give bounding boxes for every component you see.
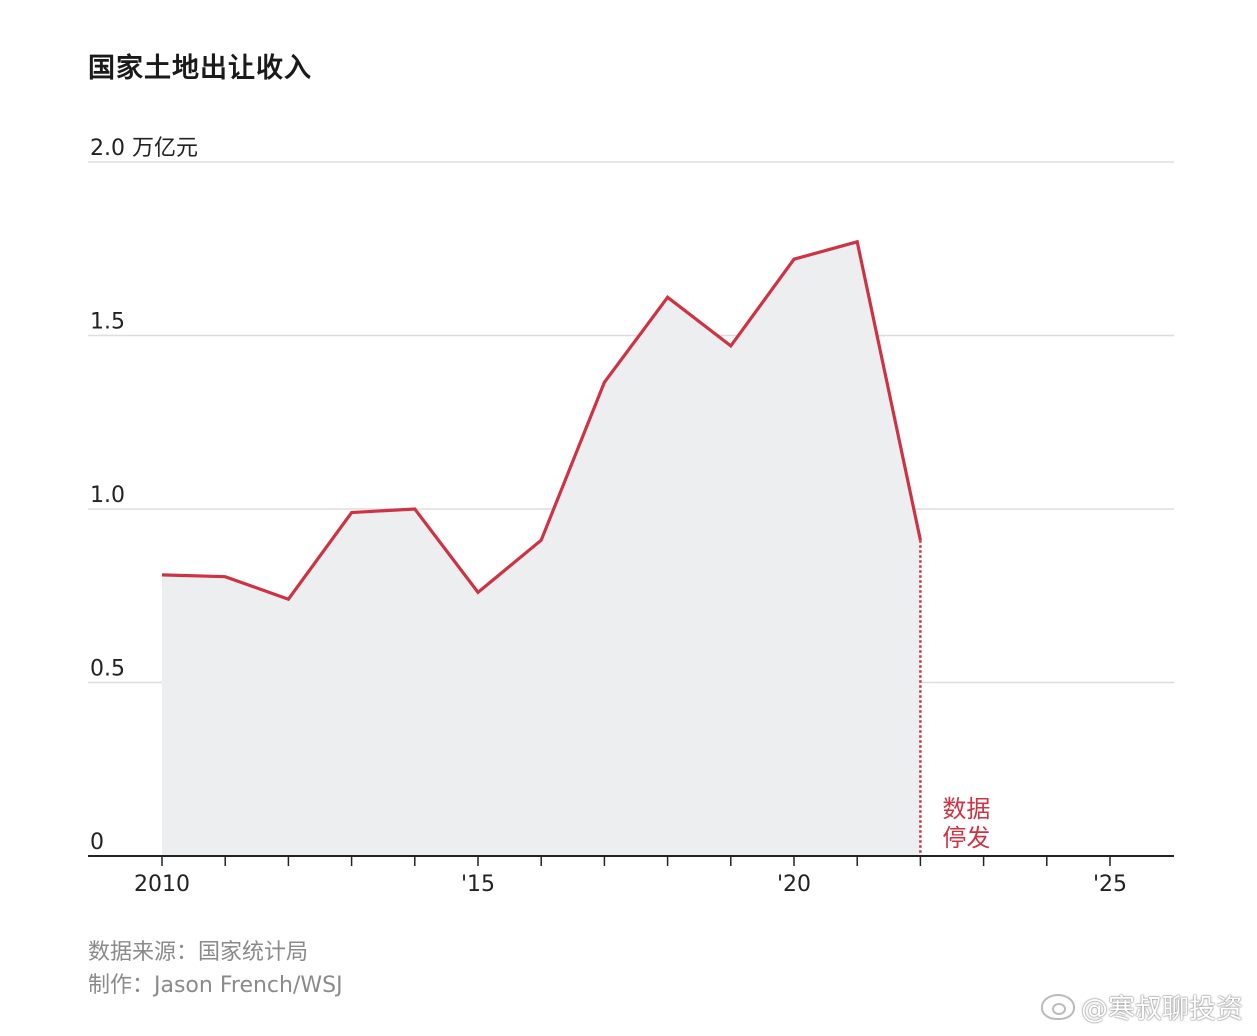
chart-title: 国家土地出让收入	[88, 53, 312, 84]
y-tick-label: 1.0	[90, 483, 125, 508]
area-fill	[162, 241, 921, 857]
watermark-text: @寒叔聊投资	[1081, 994, 1243, 1025]
x-tick-label: '15	[461, 872, 495, 897]
watermark: @寒叔聊投资	[1041, 987, 1243, 1026]
annotation-line1: 数据	[942, 795, 990, 823]
source-line: 数据来源：国家统计局	[88, 940, 309, 965]
x-axis	[88, 855, 1174, 866]
annotation-line2: 停发	[942, 824, 990, 852]
x-tick-label: '20	[777, 872, 811, 897]
axis-labels: 0 0.5 1.0 1.5 2.0 万亿元 2010 '15 '20 '25	[90, 136, 1127, 897]
y-tick-label: 2.0 万亿元	[90, 136, 198, 161]
credit-line: 制作：Jason French/WSJ	[88, 973, 343, 998]
y-tick-label: 0	[90, 830, 104, 855]
source-notes: 数据来源：国家统计局 制作：Jason French/WSJ	[88, 936, 343, 1002]
x-tick-label: 2010	[134, 872, 190, 897]
x-tick-label: '25	[1093, 872, 1127, 897]
y-tick-label: 0.5	[90, 657, 125, 682]
weibo-icon	[1041, 993, 1075, 1020]
series-line	[161, 239, 922, 602]
y-tick-label: 1.5	[90, 310, 125, 335]
